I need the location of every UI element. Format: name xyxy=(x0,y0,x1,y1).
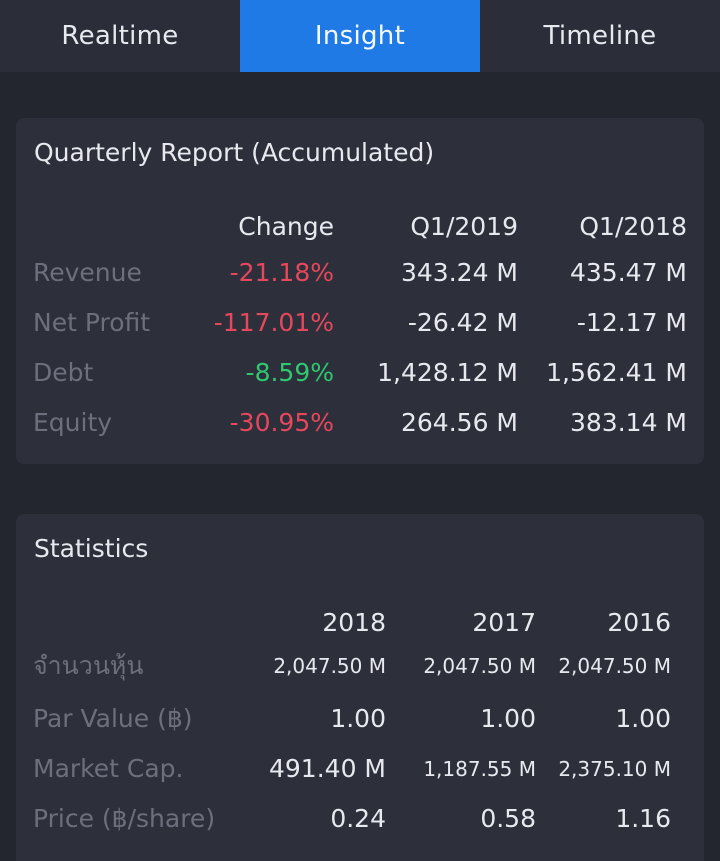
quarterly-report-card: Quarterly Report (Accumulated) Change Q1… xyxy=(16,118,704,464)
header-change: Change xyxy=(238,212,334,241)
change-value: -30.95% xyxy=(229,408,334,437)
row-label: Net Profit xyxy=(33,308,151,337)
tab-bar: Realtime Insight Timeline xyxy=(0,0,720,72)
header-2017: 2017 xyxy=(472,608,536,637)
table-row: Price (฿/share) 0.24 0.58 1.16 xyxy=(16,799,704,839)
tab-insight[interactable]: Insight xyxy=(240,0,480,72)
q1-2019-value: 264.56 M xyxy=(401,408,518,437)
value-2018: 0.24 xyxy=(330,804,386,833)
table-row: Par Value (฿) 1.00 1.00 1.00 xyxy=(16,699,704,739)
header-q1-2019: Q1/2019 xyxy=(410,212,518,241)
q1-2018-value: -12.17 M xyxy=(576,308,687,337)
tab-realtime[interactable]: Realtime xyxy=(61,21,179,51)
table-row: จำนวนหุ้น 2,047.50 M 2,047.50 M 2,047.50… xyxy=(16,646,704,686)
value-2018: 2,047.50 M xyxy=(273,654,386,678)
row-label: Revenue xyxy=(33,258,142,287)
statistics-card: Statistics 2018 2017 2016 จำนวนหุ้น 2,04… xyxy=(16,514,704,861)
tab-timeline[interactable]: Timeline xyxy=(543,21,657,51)
row-label: Price (฿/share) xyxy=(33,804,216,833)
value-2018: 1.00 xyxy=(330,704,386,733)
value-2017: 1,187.55 M xyxy=(423,757,536,781)
change-value: -8.59% xyxy=(245,358,334,387)
row-label: จำนวนหุ้น xyxy=(33,651,144,680)
row-label: Par Value (฿) xyxy=(33,704,193,733)
table-row: Net Profit -117.01% -26.42 M -12.17 M xyxy=(16,303,704,343)
header-2018: 2018 xyxy=(322,608,386,637)
q1-2019-value: 343.24 M xyxy=(401,258,518,287)
value-2017: 2,047.50 M xyxy=(423,654,536,678)
q1-2018-value: 435.47 M xyxy=(570,258,687,287)
row-label: Market Cap. xyxy=(33,754,184,783)
statistics-header-row: 2018 2017 2016 xyxy=(16,603,704,643)
q1-2019-value: 1,428.12 M xyxy=(377,358,518,387)
value-2016: 1.00 xyxy=(615,704,671,733)
q1-2018-value: 1,562.41 M xyxy=(546,358,687,387)
table-row: Debt -8.59% 1,428.12 M 1,562.41 M xyxy=(16,353,704,393)
table-row: Market Cap. 491.40 M 1,187.55 M 2,375.10… xyxy=(16,749,704,789)
change-value: -21.18% xyxy=(229,258,334,287)
value-2017: 0.58 xyxy=(480,804,536,833)
row-label: Debt xyxy=(33,358,94,387)
statistics-title: Statistics xyxy=(34,534,149,563)
value-2018: 491.40 M xyxy=(269,754,386,783)
value-2016: 1.16 xyxy=(615,804,671,833)
q1-2019-value: -26.42 M xyxy=(407,308,518,337)
table-row: Equity -30.95% 264.56 M 383.14 M xyxy=(16,403,704,443)
value-2016: 2,375.10 M xyxy=(558,757,671,781)
table-row: Revenue -21.18% 343.24 M 435.47 M xyxy=(16,253,704,293)
quarterly-report-title: Quarterly Report (Accumulated) xyxy=(34,138,435,167)
q1-2018-value: 383.14 M xyxy=(570,408,687,437)
value-2017: 1.00 xyxy=(480,704,536,733)
row-label: Equity xyxy=(33,408,113,437)
header-2016: 2016 xyxy=(607,608,671,637)
change-value: -117.01% xyxy=(213,308,334,337)
value-2016: 2,047.50 M xyxy=(558,654,671,678)
quarterly-header-row: Change Q1/2019 Q1/2018 xyxy=(16,207,704,247)
header-q1-2018: Q1/2018 xyxy=(579,212,687,241)
